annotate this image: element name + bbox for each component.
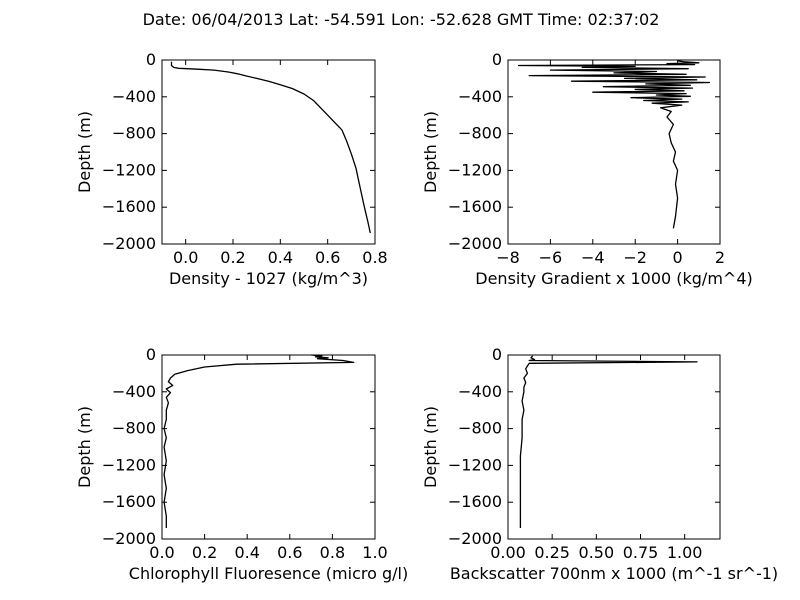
density-gradient-xtick-label: 0 [673,248,683,267]
backscatter-ytick-label: −1600 [448,492,502,511]
chlorophyll-ytick-label: −400 [112,382,156,401]
density-ytick-label: 0 [146,50,156,69]
density-ytick-label: −1600 [102,197,156,216]
density-gradient-ytick-label: −2000 [448,234,502,253]
backscatter-axes-frame [507,354,721,540]
density-xlabel: Density - 1027 (kg/m^3) [169,269,368,288]
density-panel: 0.0 0.2 0.4 0.6 0.8 0 −400 −800 −1200 −1600 −2000 D… [75,50,388,288]
backscatter-ytick-label: 0 [492,345,502,364]
density-axes-frame [161,59,376,245]
density-gradient-xtick-label: −8 [496,248,520,267]
chlorophyll-ytick-label: −2000 [102,529,156,548]
density-ylabel: Depth (m) [75,111,94,193]
chlorophyll-xtick-label: 0.6 [277,543,302,562]
density-gradient-xtick-label: −2 [623,248,647,267]
backscatter-xtick-label: 0.50 [579,543,615,562]
chlorophyll-xtick-label: 0.2 [192,543,217,562]
backscatter-xtick-label: 0.75 [623,543,659,562]
density-xtick-label: 0.2 [220,248,245,267]
density-xtick-label: 0.6 [315,248,340,267]
density-gradient-ytick-label: −400 [458,87,502,106]
chlorophyll-ytick-label: 0 [146,345,156,364]
chlorophyll-axes-frame [161,354,376,540]
backscatter-xtick-label: 0.25 [534,543,570,562]
backscatter-series-line [519,355,698,528]
density-gradient-series-line [517,60,711,229]
backscatter-xtick-label: 1.00 [667,543,703,562]
chlorophyll-xtick-label: 1.0 [362,543,387,562]
density-gradient-ytick-label: −800 [458,124,502,143]
density-xtick-label: 0.8 [362,248,387,267]
backscatter-ytick-label: −1200 [448,455,502,474]
density-gradient-axes-frame [507,59,721,245]
density-gradient-ytick-label: −1600 [448,197,502,216]
backscatter-panel: 0.00 0.25 0.50 0.75 1.00 0 −400 −800 −1200 −1600 −… [421,345,778,583]
density-ytick-label: −800 [112,124,156,143]
chlorophyll-ytick-label: −1200 [102,455,156,474]
density-gradient-xtick-label: −4 [581,248,605,267]
chlorophyll-ytick-label: −1600 [102,492,156,511]
density-gradient-xtick-label: −6 [539,248,563,267]
density-xtick-label: 0.0 [173,248,198,267]
chlorophyll-xtick-label: 0.4 [234,543,259,562]
density-gradient-ylabel: Depth (m) [421,111,440,193]
backscatter-ytick-label: −400 [458,382,502,401]
figure-title: Date: 06/04/2013 Lat: -54.591 Lon: -52.6… [143,10,660,29]
density-gradient-ytick-label: −1200 [448,160,502,179]
density-gradient-ytick-label: 0 [492,50,502,69]
density-gradient-xlabel: Density Gradient x 1000 (kg/m^4) [475,269,752,288]
density-gradient-xtick-label: 2 [715,248,725,267]
density-ytick-label: −2000 [102,234,156,253]
backscatter-xlabel: Backscatter 700nm x 1000 (m^-1 sr^-1) [450,564,778,583]
chlorophyll-xlabel: Chlorophyll Fluoresence (micro g/l) [129,564,408,583]
density-ytick-label: −400 [112,87,156,106]
chlorophyll-xtick-label: 0.0 [149,543,174,562]
backscatter-ytick-label: −800 [458,419,502,438]
chlorophyll-xtick-label: 0.8 [320,543,345,562]
density-series-line [170,61,371,234]
density-gradient-panel: −8 −6 −4 −2 0 2 0 −400 −800 −1200 −1600 −2000 Densit… [421,50,753,288]
backscatter-ytick-label: −2000 [448,529,502,548]
density-ytick-label: −1200 [102,160,156,179]
backscatter-xtick-label: 0.00 [490,543,526,562]
chlorophyll-ytick-label: −800 [112,419,156,438]
chlorophyll-ylabel: Depth (m) [75,406,94,488]
chlorophyll-panel: 0.0 0.2 0.4 0.6 0.8 1.0 0 −400 −800 −1200 −1600 −20… [75,345,408,583]
density-xtick-label: 0.4 [268,248,293,267]
chlorophyll-series-line [163,354,355,528]
backscatter-ylabel: Depth (m) [421,406,440,488]
